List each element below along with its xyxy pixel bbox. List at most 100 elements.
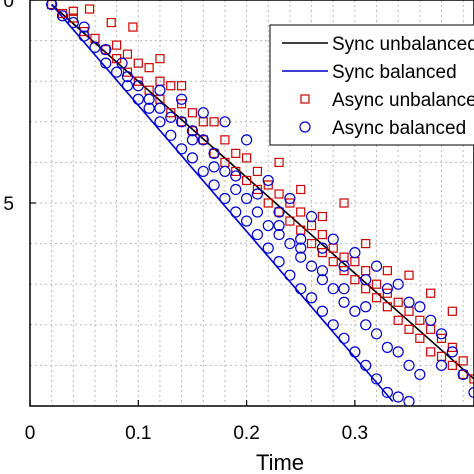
async-unbalanced-point — [231, 166, 241, 177]
async-unbalanced-point — [426, 347, 436, 357]
async-unbalanced-point — [241, 175, 252, 186]
async-balanced-point — [327, 319, 339, 331]
async-balanced-point — [111, 66, 123, 78]
async-balanced-point — [262, 242, 274, 254]
async-balanced-point — [230, 170, 242, 182]
async-balanced-point — [186, 152, 199, 164]
async-balanced-point — [273, 219, 285, 232]
async-balanced-point — [338, 296, 350, 308]
async-balanced-point — [197, 165, 209, 178]
async-balanced-point — [219, 116, 231, 128]
async-balanced-point — [316, 242, 328, 254]
async-balanced-point — [414, 301, 426, 313]
async-unbalanced-point — [447, 342, 457, 352]
async-balanced-point — [219, 192, 231, 205]
async-balanced-point — [370, 373, 383, 385]
async-unbalanced-point — [339, 252, 349, 262]
y-tick-label: 0 — [3, 0, 14, 12]
async-balanced-point — [154, 116, 166, 128]
async-balanced-point — [284, 269, 296, 281]
async-unbalanced-point — [458, 356, 468, 366]
async-unbalanced-point — [128, 22, 138, 32]
async-unbalanced-point — [220, 135, 230, 145]
async-balanced-point — [240, 215, 253, 227]
async-balanced-point — [154, 102, 166, 114]
async-unbalanced-point — [317, 248, 327, 258]
async-balanced-point — [403, 395, 415, 406]
async-balanced-point — [230, 183, 242, 196]
async-balanced-point — [116, 57, 128, 69]
async-balanced-point — [316, 265, 328, 277]
async-balanced-point — [370, 260, 383, 272]
async-balanced-point — [305, 292, 318, 304]
async-balanced-point — [273, 228, 285, 241]
async-unbalanced-point — [317, 211, 327, 222]
async-balanced-point — [349, 247, 361, 259]
legend: Sync unbalanced Sync balanced Async unbala… — [269, 24, 474, 146]
x-axis-label: Time — [256, 450, 304, 474]
async-balanced-point — [251, 228, 264, 241]
async-unbalanced-point — [404, 306, 414, 316]
async-balanced-point — [121, 71, 134, 83]
async-unbalanced-point — [415, 333, 425, 343]
async-unbalanced-point — [436, 333, 447, 343]
async-balanced-point — [360, 301, 372, 313]
async-unbalanced-point — [285, 198, 295, 208]
async-unbalanced-point — [415, 315, 425, 325]
async-balanced-point — [262, 174, 274, 187]
async-balanced-point — [240, 134, 253, 146]
async-unbalanced-point — [306, 239, 317, 249]
legend-entry-label: Sync unbalanced — [332, 34, 474, 55]
async-balanced-point — [284, 238, 296, 250]
async-unbalanced-point — [133, 76, 143, 86]
async-balanced-point — [208, 147, 220, 159]
async-balanced-point — [56, 10, 69, 22]
x-tick-label: 0.3 — [342, 423, 368, 444]
async-balanced-point — [143, 102, 155, 114]
async-unbalanced-point — [263, 198, 273, 208]
async-balanced-point — [78, 21, 90, 33]
async-unbalanced-point — [371, 293, 382, 303]
x-tick-label: 0 — [25, 423, 36, 444]
async-balanced-point — [284, 192, 296, 205]
async-balanced-point — [262, 219, 274, 232]
async-unbalanced-point — [447, 360, 457, 370]
async-balanced-point — [154, 84, 166, 96]
async-unbalanced-point — [404, 324, 414, 334]
async-balanced-point — [435, 328, 448, 340]
async-balanced-point — [295, 283, 307, 295]
async-unbalanced-point — [122, 67, 133, 77]
async-unbalanced-point — [296, 184, 306, 195]
async-balanced-point — [316, 305, 328, 317]
async-balanced-point — [186, 134, 199, 146]
async-balanced-point — [392, 391, 404, 403]
async-unbalanced-point — [209, 117, 219, 127]
async-balanced-point — [381, 341, 393, 353]
async-balanced-point — [414, 368, 426, 381]
async-unbalanced-point — [187, 108, 198, 118]
async-balanced-point — [381, 386, 393, 399]
legend-entry-label: Async balanced — [332, 118, 466, 139]
async-unbalanced-point — [469, 374, 474, 384]
async-balanced-point — [197, 134, 209, 146]
async-balanced-point — [295, 251, 307, 263]
async-balanced-point — [327, 233, 339, 245]
async-balanced-point — [165, 129, 177, 141]
async-balanced-point — [370, 328, 383, 340]
async-unbalanced-point — [155, 54, 165, 64]
async-balanced-point — [132, 93, 144, 105]
async-balanced-point — [360, 319, 372, 331]
async-unbalanced-point — [328, 257, 338, 267]
async-unbalanced-point — [198, 135, 208, 145]
async-balanced-point — [240, 192, 253, 205]
async-unbalanced-point — [177, 117, 187, 127]
series-line-sync-unbalanced — [51, 3, 474, 380]
async-balanced-point — [425, 314, 437, 326]
async-balanced-point — [338, 283, 350, 295]
async-unbalanced-point — [79, 26, 89, 37]
legend-entry-label: Sync balanced — [332, 62, 457, 83]
async-balanced-point — [273, 206, 285, 218]
async-balanced-point — [251, 188, 264, 200]
async-unbalanced-point — [339, 198, 349, 208]
async-balanced-point — [251, 206, 264, 218]
